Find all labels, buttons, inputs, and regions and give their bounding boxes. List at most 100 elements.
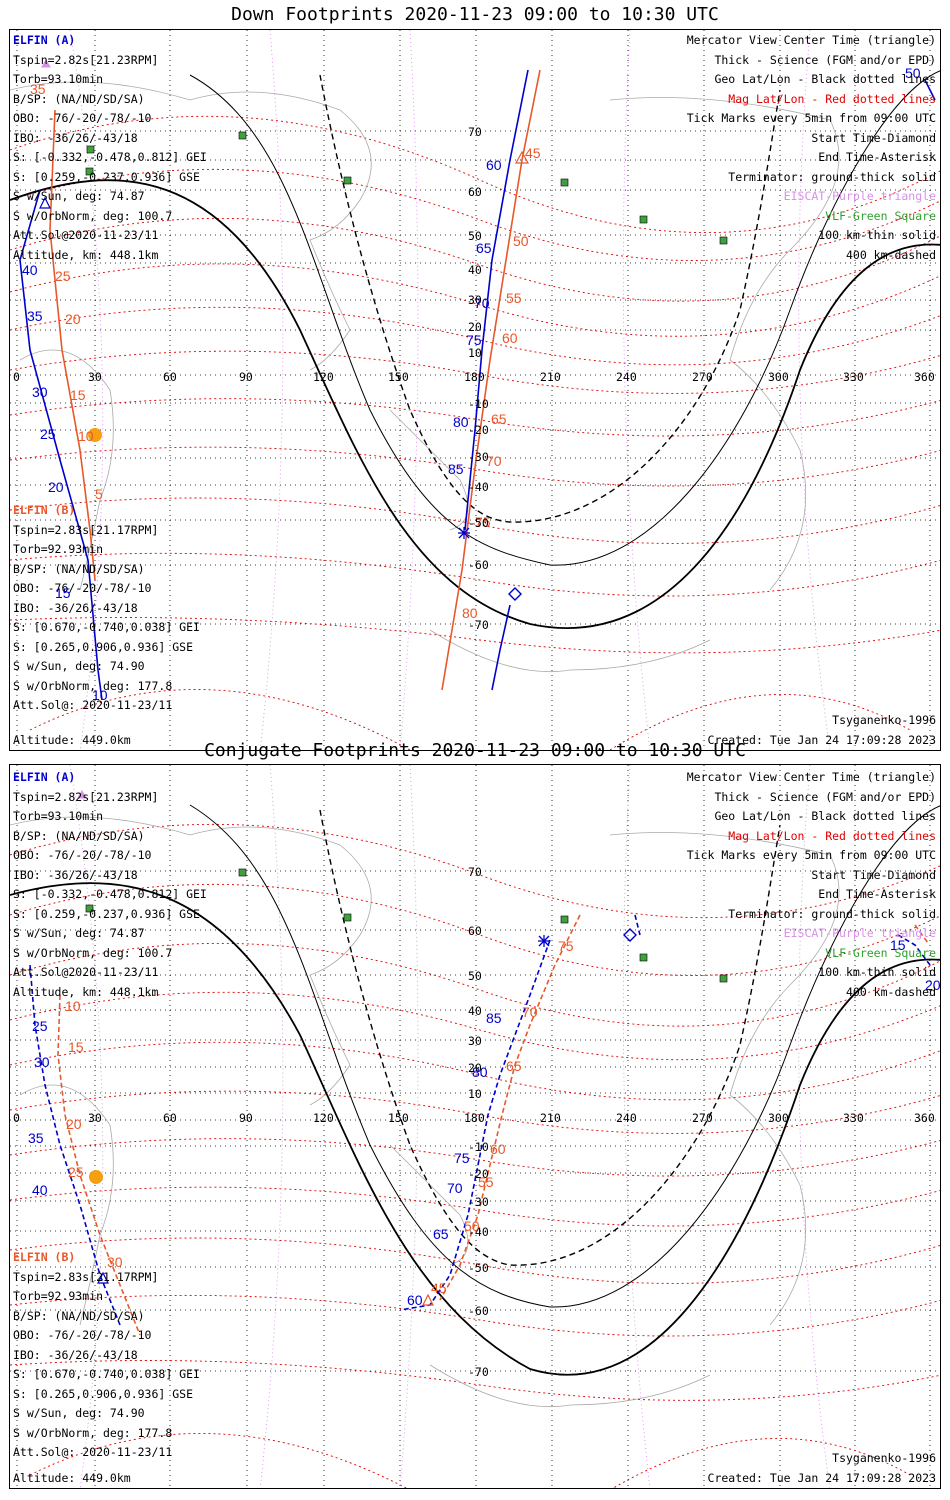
lon-label: 60 bbox=[163, 1111, 177, 1125]
svg-text:65: 65 bbox=[476, 240, 492, 256]
geo-grid bbox=[10, 765, 940, 1488]
sat-b-line: Torb=92.93min bbox=[13, 542, 104, 556]
svg-text:75: 75 bbox=[558, 938, 574, 954]
sat-a-center-triangle bbox=[97, 1271, 109, 1284]
sat-a-line: B/SP: (NA/ND/SD/SA) bbox=[13, 828, 145, 843]
lat-label: -60 bbox=[468, 558, 489, 572]
legend-item: 400 km-dashed bbox=[845, 247, 936, 262]
legend-item: Thick - Science (FGM and/or EPD) bbox=[714, 52, 936, 67]
svg-text:55: 55 bbox=[478, 1174, 494, 1190]
svg-text:20: 20 bbox=[925, 977, 941, 993]
sun-icon bbox=[89, 1170, 103, 1184]
sat-a-line: S w/OrbNorm, deg: 100.7 bbox=[13, 208, 173, 223]
sat-a-line: Torb=93.10min bbox=[13, 72, 104, 86]
sat-a-end-asterisk bbox=[458, 527, 470, 539]
svg-text:55: 55 bbox=[506, 290, 522, 306]
lat-label: 70 bbox=[468, 865, 482, 879]
sat-a-track-4 bbox=[897, 934, 931, 966]
lon-label: 150 bbox=[388, 370, 409, 384]
svg-text:20: 20 bbox=[66, 1116, 82, 1132]
lon-label: 90 bbox=[239, 1111, 253, 1125]
svg-text:10: 10 bbox=[78, 428, 94, 444]
legend-item: End Time-Asterisk bbox=[818, 150, 936, 164]
lat-label: 50 bbox=[468, 229, 482, 243]
sat-a-end-asterisk bbox=[538, 935, 550, 947]
lat-label: 60 bbox=[468, 185, 482, 199]
lat-label: -60 bbox=[468, 1304, 489, 1318]
svg-text:40: 40 bbox=[22, 262, 38, 278]
sat-a-line: S: [-0.332,-0.478,0.812] GEI bbox=[13, 150, 207, 164]
sat-b-line: Att.Sol@: 2020-11-23/11 bbox=[13, 1445, 173, 1459]
legend-item: Tick Marks every 5min from 09:00 UTC bbox=[686, 848, 936, 862]
svg-text:75: 75 bbox=[466, 332, 482, 348]
lon-label: 270 bbox=[692, 370, 713, 384]
lon-label: 120 bbox=[313, 370, 334, 384]
terminator-ground bbox=[10, 882, 940, 1376]
sat-a-line: IBO: -36/26/-43/18 bbox=[13, 867, 138, 882]
sat-a-name: ELFIN (A) bbox=[13, 770, 76, 784]
lat-label: 60 bbox=[468, 924, 482, 938]
sat-a-start-diamond bbox=[508, 587, 522, 601]
svg-text:85: 85 bbox=[448, 461, 464, 477]
sat-a-line: Torb=93.10min bbox=[13, 809, 104, 823]
sat-a-line: Att.Sol@2020-11-23/11 bbox=[13, 965, 159, 979]
legend-item: EISCAT-Purple triangle bbox=[783, 189, 936, 203]
svg-text:80: 80 bbox=[472, 1064, 488, 1080]
lat-label: -20 bbox=[468, 1167, 489, 1181]
sat-b-center-triangle bbox=[514, 150, 530, 164]
legend-item: Start Time-Diamond bbox=[811, 130, 936, 145]
svg-text:65: 65 bbox=[491, 411, 507, 427]
lon-label: 300 bbox=[768, 370, 789, 384]
svg-text:10: 10 bbox=[92, 687, 108, 703]
conjugate-footprints-panel: 25 30 35 40 60 65 70 75 80 85 15 20 10 15 20 25 … bbox=[9, 764, 941, 1489]
lon-label: 210 bbox=[540, 370, 561, 384]
sat-b-line: OBO: -76/-20/-78/-10 bbox=[13, 1328, 152, 1342]
down-footprints-panel: 40 35 30 25 20 15 10 60 65 70 75 80 85 50 35 25… bbox=[9, 29, 941, 751]
lat-label: -30 bbox=[468, 450, 489, 464]
sat-a-track-2 bbox=[464, 69, 529, 531]
sat-a-track-3 bbox=[634, 914, 641, 936]
svg-text:15: 15 bbox=[70, 387, 86, 403]
svg-text:35: 35 bbox=[28, 1130, 44, 1146]
eiscat-triangle bbox=[77, 789, 87, 799]
lat-label: -10 bbox=[468, 1140, 489, 1154]
sat-a-track bbox=[19, 189, 103, 701]
sat-a-line: OBO: -76/-20/-78/-10 bbox=[13, 111, 152, 125]
sat-a-line: Att.Sol@2020-11-23/11 bbox=[13, 228, 159, 242]
panel-title-conjugate: Conjugate Footprints 2020-11-23 09:00 to… bbox=[204, 740, 746, 761]
lon-label: 0 bbox=[13, 370, 20, 384]
model-name: Tsyganenko-1996 bbox=[832, 713, 936, 727]
sat-a-line: S w/Sun, deg: 74.87 bbox=[13, 189, 145, 203]
lat-label: 40 bbox=[468, 1004, 482, 1018]
svg-text:50: 50 bbox=[905, 65, 921, 81]
sat-a-line: S: [-0.332,-0.478,0.812] GEI bbox=[13, 887, 207, 901]
lat-label: -70 bbox=[468, 618, 489, 632]
sat-b-line: IBO: -36/26/-43/18 bbox=[13, 1347, 138, 1362]
legend: Mercator View Center Time (triangle) Thi… bbox=[687, 31, 936, 265]
sat-a-info: ELFIN (A) Tspin=2.82s[21.23RPM] Torb=93.… bbox=[13, 31, 207, 265]
svg-text:25: 25 bbox=[40, 426, 56, 442]
sat-b-track-2 bbox=[439, 914, 581, 1301]
svg-text:15: 15 bbox=[68, 1039, 84, 1055]
svg-text:25: 25 bbox=[32, 1018, 48, 1034]
sat-a-line: S: [0.259,-0.237,0.936] GSE bbox=[13, 906, 200, 921]
sat-b-info: ELFIN (B) Tspin=2.83s[21.17RPM] Torb=92.… bbox=[13, 1248, 200, 1463]
sat-a-start-diamond bbox=[623, 928, 637, 942]
svg-text:75: 75 bbox=[475, 514, 491, 530]
sat-b-line: B/SP: (NA/ND/SD/SA) bbox=[13, 561, 145, 576]
sat-b-track-3 bbox=[914, 924, 929, 944]
svg-text:60: 60 bbox=[502, 330, 518, 346]
sat-a-line: Tspin=2.82s[21.23RPM] bbox=[13, 789, 159, 804]
lon-label: 270 bbox=[692, 1111, 713, 1125]
lat-label: 20 bbox=[468, 320, 482, 334]
lat-label: -20 bbox=[468, 423, 489, 437]
lat-label: 30 bbox=[468, 293, 482, 307]
sat-b-line: Torb=92.93min bbox=[13, 1289, 104, 1303]
sat-b-line: S w/OrbNorm, deg: 177.8 bbox=[13, 1425, 173, 1440]
legend-item: VLF-Green Square bbox=[825, 945, 936, 960]
sat-b-line: S: [0.670,-0.740,0.038] GEI bbox=[13, 620, 200, 634]
svg-text:15: 15 bbox=[55, 585, 71, 601]
lon-label: 60 bbox=[163, 370, 177, 384]
sat-b-altitude: Altitude: 449.0km bbox=[13, 1471, 131, 1485]
